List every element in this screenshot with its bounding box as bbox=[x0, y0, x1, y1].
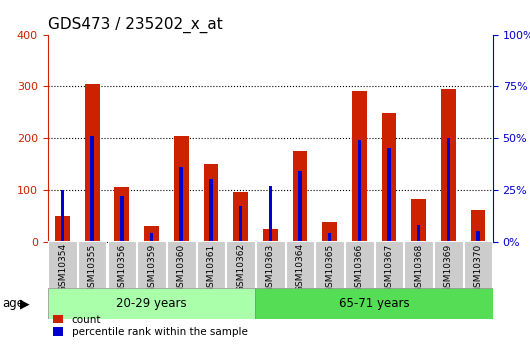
Bar bbox=[174, 137, 189, 242]
Bar bbox=[269, 186, 272, 242]
FancyBboxPatch shape bbox=[286, 241, 314, 288]
Text: GSM10363: GSM10363 bbox=[266, 243, 275, 293]
Bar bbox=[263, 228, 278, 242]
Text: GSM10367: GSM10367 bbox=[385, 243, 393, 293]
Bar bbox=[233, 193, 248, 242]
Text: GSM10366: GSM10366 bbox=[355, 243, 364, 293]
Text: GSM10361: GSM10361 bbox=[207, 243, 215, 293]
Text: GSM10365: GSM10365 bbox=[325, 243, 334, 293]
Text: GDS473 / 235202_x_at: GDS473 / 235202_x_at bbox=[48, 17, 223, 33]
FancyBboxPatch shape bbox=[167, 241, 196, 288]
Bar bbox=[382, 113, 396, 242]
Bar bbox=[471, 210, 485, 241]
Bar bbox=[293, 151, 307, 242]
Text: GSM10362: GSM10362 bbox=[236, 243, 245, 293]
Text: GSM10356: GSM10356 bbox=[118, 243, 126, 293]
FancyBboxPatch shape bbox=[108, 241, 136, 288]
Text: GSM10368: GSM10368 bbox=[414, 243, 423, 293]
Bar bbox=[239, 206, 242, 242]
Text: GSM10354: GSM10354 bbox=[58, 243, 67, 293]
Text: age: age bbox=[3, 297, 25, 310]
Bar bbox=[85, 84, 100, 242]
Text: GSM10360: GSM10360 bbox=[177, 243, 186, 293]
Text: ▶: ▶ bbox=[20, 297, 30, 310]
Text: GSM10369: GSM10369 bbox=[444, 243, 453, 293]
Bar bbox=[204, 164, 218, 242]
Bar bbox=[352, 91, 367, 242]
Bar bbox=[91, 136, 94, 242]
Bar bbox=[322, 222, 337, 242]
Text: GSM10370: GSM10370 bbox=[474, 243, 482, 293]
FancyBboxPatch shape bbox=[48, 241, 77, 288]
Bar bbox=[150, 233, 153, 242]
Bar bbox=[417, 225, 420, 241]
Bar bbox=[441, 89, 456, 242]
Bar bbox=[298, 171, 302, 242]
FancyBboxPatch shape bbox=[48, 288, 255, 319]
Legend: count, percentile rank within the sample: count, percentile rank within the sample bbox=[53, 315, 248, 337]
Bar bbox=[447, 138, 450, 241]
Bar bbox=[55, 216, 70, 242]
Bar bbox=[387, 148, 391, 242]
FancyBboxPatch shape bbox=[404, 241, 433, 288]
FancyBboxPatch shape bbox=[464, 241, 492, 288]
FancyBboxPatch shape bbox=[315, 241, 344, 288]
Bar bbox=[114, 187, 129, 241]
FancyBboxPatch shape bbox=[345, 241, 374, 288]
Text: 65-71 years: 65-71 years bbox=[339, 297, 410, 310]
Bar bbox=[476, 231, 480, 241]
Bar bbox=[328, 233, 331, 242]
FancyBboxPatch shape bbox=[256, 241, 285, 288]
Text: 20-29 years: 20-29 years bbox=[116, 297, 187, 310]
FancyBboxPatch shape bbox=[197, 241, 225, 288]
FancyBboxPatch shape bbox=[434, 241, 463, 288]
Bar bbox=[209, 179, 213, 242]
FancyBboxPatch shape bbox=[255, 288, 493, 319]
Bar bbox=[144, 226, 159, 242]
Bar bbox=[120, 196, 123, 241]
Bar bbox=[61, 190, 64, 242]
Bar bbox=[180, 167, 183, 242]
FancyBboxPatch shape bbox=[375, 241, 403, 288]
FancyBboxPatch shape bbox=[137, 241, 166, 288]
Text: GSM10364: GSM10364 bbox=[296, 243, 304, 293]
Bar bbox=[411, 199, 426, 242]
Text: GSM10359: GSM10359 bbox=[147, 243, 156, 293]
FancyBboxPatch shape bbox=[226, 241, 255, 288]
Bar bbox=[358, 140, 361, 242]
Text: GSM10355: GSM10355 bbox=[88, 243, 96, 293]
FancyBboxPatch shape bbox=[78, 241, 107, 288]
